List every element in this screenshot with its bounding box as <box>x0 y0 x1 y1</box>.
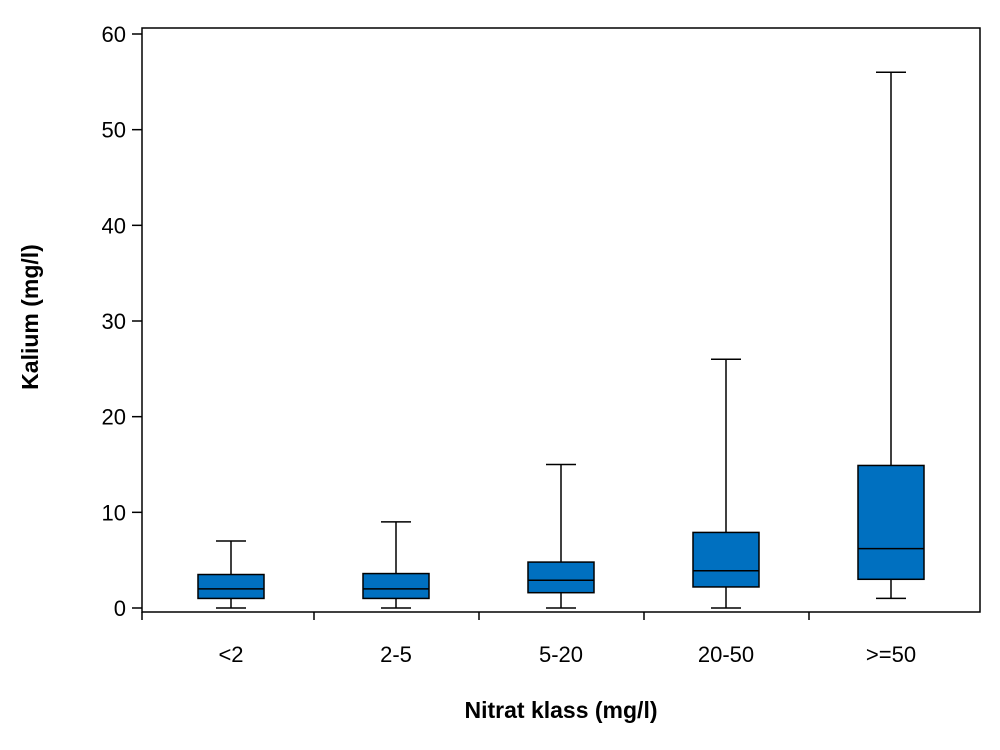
x-tick-label: 20-50 <box>698 642 754 667</box>
iqr-box <box>197 573 265 600</box>
iqr-box <box>857 464 925 581</box>
y-tick-label: 40 <box>102 213 126 238</box>
x-axis: <2 2-5 5-20 20-50 >=50 <box>141 612 916 667</box>
y-tick-label: 50 <box>102 118 126 143</box>
plot-frame <box>141 27 981 613</box>
x-tick-label: 5-20 <box>539 642 583 667</box>
boxes <box>197 71 925 609</box>
y-tick-label: 30 <box>102 309 126 334</box>
box-3 <box>692 358 760 609</box>
box-0 <box>197 540 265 609</box>
y-axis-title: Kalium (mg/l) <box>17 244 43 390</box>
y-tick-label: 0 <box>114 596 126 621</box>
iqr-box <box>527 561 595 594</box>
box-4 <box>857 71 925 600</box>
iqr-box <box>362 572 430 600</box>
y-tick-label: 10 <box>102 500 126 525</box>
y-tick-label: 20 <box>102 405 126 430</box>
box-1 <box>362 521 430 609</box>
y-axis: 0 10 20 30 40 50 60 <box>102 22 142 621</box>
x-tick-label: >=50 <box>866 642 916 667</box>
y-tick-label: 60 <box>102 22 126 47</box>
x-tick-label: 2-5 <box>380 642 412 667</box>
x-axis-title: Nitrat klass (mg/l) <box>465 697 658 723</box>
box-2 <box>527 463 595 609</box>
x-tick-label: <2 <box>218 642 243 667</box>
iqr-box <box>692 531 760 588</box>
